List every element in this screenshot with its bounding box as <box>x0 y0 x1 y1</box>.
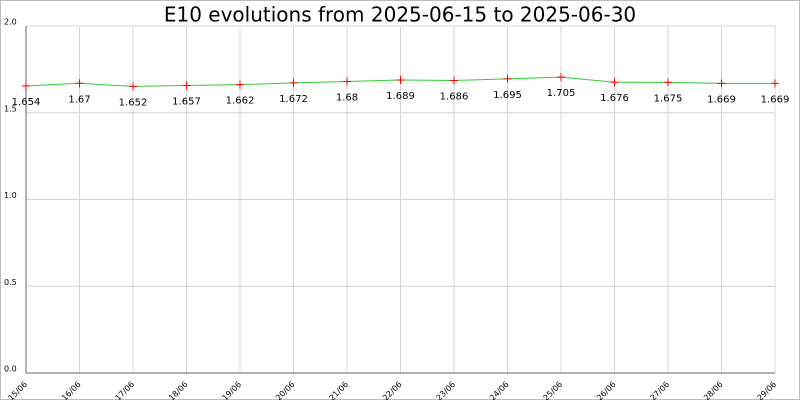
data-label: 1.686 <box>440 91 469 102</box>
marker <box>664 78 672 87</box>
data-label: 1.676 <box>600 93 629 104</box>
data-label: 1.662 <box>226 96 255 107</box>
chart-title: E10 evolutions from 2025-06-15 to 2025-0… <box>164 3 636 27</box>
marker <box>343 77 351 86</box>
data-label: 1.67 <box>68 94 90 105</box>
marker <box>717 79 726 88</box>
marker <box>396 75 405 84</box>
y-tick-label: 0.0 <box>4 365 17 374</box>
marker <box>450 76 458 85</box>
marker <box>22 82 30 91</box>
marker <box>289 78 298 87</box>
y-tick-label: 1.5 <box>4 104 17 113</box>
data-label: 1.672 <box>279 94 308 105</box>
marker <box>236 80 244 89</box>
y-tick-label: 0.5 <box>4 278 17 287</box>
marker <box>75 79 84 88</box>
data-label: 1.68 <box>336 93 358 104</box>
data-label: 1.695 <box>493 90 522 101</box>
marker <box>182 81 191 90</box>
y-tick-label: 1.0 <box>4 191 17 200</box>
data-label: 1.657 <box>172 97 201 108</box>
data-label: 1.652 <box>119 97 148 108</box>
marker <box>129 82 137 91</box>
data-label: 1.689 <box>386 91 415 102</box>
data-label: 1.705 <box>547 88 576 99</box>
marker <box>771 79 779 88</box>
marker <box>610 78 619 87</box>
data-label: 1.654 <box>12 97 41 108</box>
marker <box>503 74 512 83</box>
data-label: 1.669 <box>707 94 736 105</box>
data-label: 1.669 <box>761 94 790 105</box>
y-tick-label: 2.0 <box>4 18 17 27</box>
marker <box>557 73 565 82</box>
data-label: 1.675 <box>654 93 683 104</box>
